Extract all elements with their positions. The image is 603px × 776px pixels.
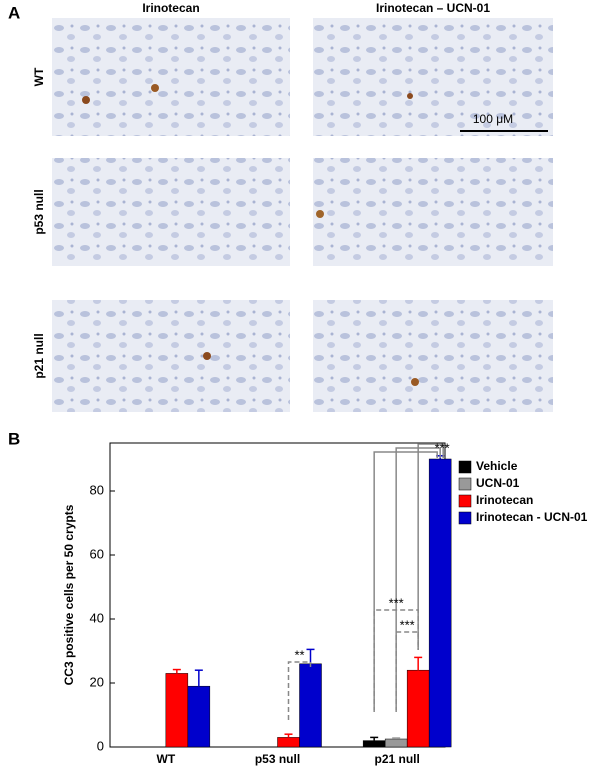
y-tick-label: 80 xyxy=(90,482,104,497)
column-header: Irinotecan – UCN-01 xyxy=(376,1,490,15)
y-tick-label: 60 xyxy=(90,546,104,561)
significance-label: *** xyxy=(389,595,404,610)
significance-label: ** xyxy=(294,647,304,662)
bar xyxy=(187,685,211,748)
micrograph xyxy=(52,158,290,266)
legend-swatch xyxy=(458,511,472,525)
micrographs xyxy=(52,18,553,412)
x-tick-label: p53 null xyxy=(255,752,300,766)
row-label: p21 null xyxy=(32,333,46,378)
bar xyxy=(428,458,452,748)
row-label: p53 null xyxy=(32,189,46,234)
micrograph xyxy=(313,18,553,136)
micrograph xyxy=(313,158,553,266)
y-tick-label: 40 xyxy=(90,610,104,625)
column-header: Irinotecan xyxy=(142,1,199,15)
y-tick-label: 20 xyxy=(90,674,104,689)
row-label: WT xyxy=(32,67,46,86)
micrograph xyxy=(52,300,290,412)
y-axis-label: CC3 positive cells per 50 crypts xyxy=(62,504,76,685)
scale-bar-label: 100 μM xyxy=(473,112,513,126)
x-tick-label: p21 null xyxy=(374,752,419,766)
micrograph xyxy=(313,300,553,412)
legend-label: UCN-01 xyxy=(476,476,520,490)
significance-label: *** xyxy=(400,617,415,632)
bar xyxy=(277,737,300,748)
legend-swatch xyxy=(458,477,472,491)
bar xyxy=(362,740,386,748)
x-tick-label: WT xyxy=(157,752,176,766)
y-tick-label: 0 xyxy=(97,738,104,753)
legend-swatch xyxy=(458,494,472,508)
panel-label: A xyxy=(8,3,20,22)
significance-bracket xyxy=(417,443,444,650)
panel-label: B xyxy=(8,429,20,448)
significance-label: *** xyxy=(435,440,450,455)
bar xyxy=(165,673,189,748)
bar xyxy=(406,669,430,748)
legend-label: Irinotecan xyxy=(476,493,533,507)
legend-swatch xyxy=(458,460,472,474)
micrograph xyxy=(52,18,290,136)
significance-bracket xyxy=(287,661,312,720)
significance-bracket xyxy=(373,451,438,710)
legend-label: Irinotecan - UCN-01 xyxy=(476,510,588,524)
bar xyxy=(299,663,322,748)
legend-label: Vehicle xyxy=(476,459,518,473)
bar xyxy=(384,738,408,748)
